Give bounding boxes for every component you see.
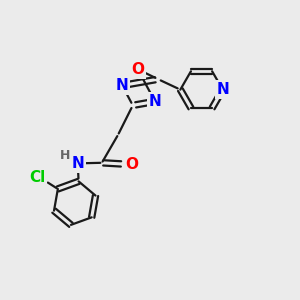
Text: N: N — [71, 156, 84, 171]
Text: N: N — [148, 94, 161, 109]
Text: O: O — [131, 62, 144, 77]
Text: N: N — [216, 82, 229, 97]
Text: H: H — [60, 148, 70, 162]
Text: N: N — [116, 78, 129, 93]
Text: Cl: Cl — [29, 170, 45, 185]
Text: O: O — [126, 157, 139, 172]
